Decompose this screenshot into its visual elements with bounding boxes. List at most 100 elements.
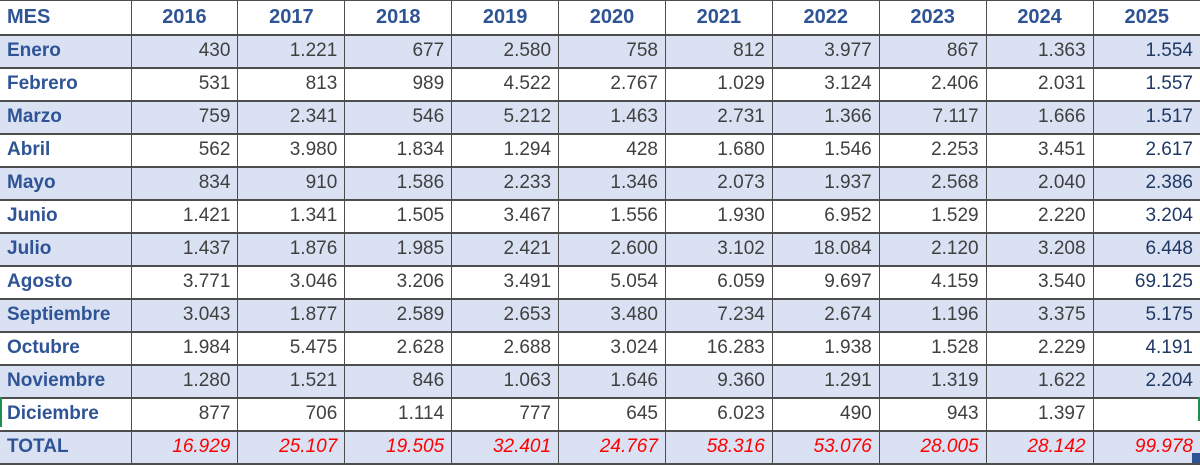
value-cell[interactable]: 812 — [664, 33, 773, 69]
value-cell[interactable]: 1.196 — [878, 297, 987, 333]
value-cell[interactable]: 1.646 — [558, 363, 666, 399]
value-cell[interactable]: 1.984 — [130, 330, 239, 366]
value-cell[interactable]: 3.043 — [130, 297, 239, 333]
value-cell[interactable]: 3.980 — [237, 132, 346, 168]
value-cell[interactable]: 5.054 — [558, 264, 666, 300]
value-cell[interactable]: 428 — [558, 132, 666, 168]
value-cell[interactable]: 3.208 — [985, 231, 1094, 267]
value-cell[interactable]: 1.554 — [1092, 33, 1200, 69]
value-cell[interactable]: 546 — [344, 99, 453, 135]
value-cell[interactable]: 1.985 — [344, 231, 453, 267]
value-cell[interactable]: 846 — [344, 363, 453, 399]
value-cell[interactable]: 6.059 — [664, 264, 773, 300]
value-cell[interactable]: 4.159 — [878, 264, 987, 300]
value-cell[interactable]: 1.346 — [558, 165, 666, 201]
value-cell[interactable]: 834 — [130, 165, 239, 201]
value-cell[interactable]: 531 — [130, 66, 239, 102]
value-cell[interactable]: 9.360 — [664, 363, 773, 399]
value-cell[interactable]: 16.283 — [664, 330, 773, 366]
year-header-cell[interactable]: 2017 — [237, 0, 346, 36]
value-cell[interactable]: 1.586 — [344, 165, 453, 201]
value-cell[interactable]: 2.233 — [451, 165, 560, 201]
total-value-cell[interactable]: 32.401 — [451, 429, 560, 465]
value-cell[interactable]: 758 — [558, 33, 666, 69]
value-cell[interactable]: 2.580 — [451, 33, 560, 69]
value-cell[interactable]: 3.540 — [985, 264, 1094, 300]
value-cell[interactable]: 3.467 — [451, 198, 560, 234]
value-cell[interactable]: 4.191 — [1092, 330, 1200, 366]
value-cell[interactable]: 2.040 — [985, 165, 1094, 201]
mes-header-cell[interactable]: MES — [0, 0, 132, 36]
value-cell[interactable]: 3.977 — [771, 33, 880, 69]
month-label-cell[interactable]: Noviembre — [0, 363, 132, 399]
table-resize-handle[interactable] — [1192, 453, 1200, 463]
month-label-cell[interactable]: Marzo — [0, 99, 132, 135]
month-label-cell[interactable]: Octubre — [0, 330, 132, 366]
value-cell[interactable]: 5.212 — [451, 99, 560, 135]
value-cell[interactable]: 1.930 — [664, 198, 773, 234]
value-cell[interactable]: 1.834 — [344, 132, 453, 168]
value-cell[interactable]: 943 — [878, 396, 987, 432]
value-cell[interactable]: 1.529 — [878, 198, 987, 234]
value-cell[interactable]: 1.556 — [558, 198, 666, 234]
total-value-cell[interactable]: 99.978 — [1092, 429, 1200, 465]
value-cell[interactable]: 813 — [237, 66, 346, 102]
value-cell[interactable]: 2.628 — [344, 330, 453, 366]
year-header-cell[interactable]: 2024 — [985, 0, 1094, 36]
value-cell[interactable]: 5.475 — [237, 330, 346, 366]
year-header-cell[interactable]: 2018 — [344, 0, 453, 36]
value-cell[interactable]: 1.505 — [344, 198, 453, 234]
value-cell[interactable]: 1.063 — [451, 363, 560, 399]
value-cell[interactable]: 877 — [130, 396, 239, 432]
month-label-cell[interactable]: Junio — [0, 198, 132, 234]
value-cell[interactable]: 3.771 — [130, 264, 239, 300]
value-cell[interactable]: 6.952 — [771, 198, 880, 234]
value-cell[interactable]: 7.117 — [878, 99, 987, 135]
year-header-cell[interactable]: 2022 — [771, 0, 880, 36]
value-cell[interactable]: 6.023 — [664, 396, 773, 432]
value-cell[interactable]: 1.528 — [878, 330, 987, 366]
value-cell[interactable]: 777 — [451, 396, 560, 432]
value-cell[interactable]: 1.366 — [771, 99, 880, 135]
value-cell[interactable]: 2.600 — [558, 231, 666, 267]
value-cell[interactable]: 2.589 — [344, 297, 453, 333]
value-cell[interactable]: 1.363 — [985, 33, 1094, 69]
value-cell[interactable]: 490 — [771, 396, 880, 432]
value-cell[interactable]: 2.220 — [985, 198, 1094, 234]
value-cell[interactable]: 1.666 — [985, 99, 1094, 135]
value-cell[interactable]: 2.568 — [878, 165, 987, 201]
value-cell[interactable] — [1092, 396, 1200, 432]
value-cell[interactable]: 2.229 — [985, 330, 1094, 366]
month-label-cell[interactable]: Agosto — [0, 264, 132, 300]
total-value-cell[interactable]: 28.142 — [985, 429, 1094, 465]
value-cell[interactable]: 1.421 — [130, 198, 239, 234]
value-cell[interactable]: 2.731 — [664, 99, 773, 135]
value-cell[interactable]: 1.876 — [237, 231, 346, 267]
value-cell[interactable]: 3.102 — [664, 231, 773, 267]
year-header-cell[interactable]: 2016 — [130, 0, 239, 36]
value-cell[interactable]: 3.480 — [558, 297, 666, 333]
value-cell[interactable]: 2.406 — [878, 66, 987, 102]
value-cell[interactable]: 1.397 — [985, 396, 1094, 432]
month-label-cell[interactable]: Diciembre — [0, 396, 132, 432]
total-label-cell[interactable]: TOTAL — [0, 429, 132, 465]
value-cell[interactable]: 4.522 — [451, 66, 560, 102]
value-cell[interactable]: 1.546 — [771, 132, 880, 168]
value-cell[interactable]: 1.437 — [130, 231, 239, 267]
value-cell[interactable]: 2.767 — [558, 66, 666, 102]
value-cell[interactable]: 2.421 — [451, 231, 560, 267]
total-value-cell[interactable]: 58.316 — [664, 429, 773, 465]
value-cell[interactable]: 1.280 — [130, 363, 239, 399]
value-cell[interactable]: 2.341 — [237, 99, 346, 135]
value-cell[interactable]: 1.294 — [451, 132, 560, 168]
value-cell[interactable]: 69.125 — [1092, 264, 1200, 300]
total-value-cell[interactable]: 28.005 — [878, 429, 987, 465]
value-cell[interactable]: 1.937 — [771, 165, 880, 201]
value-cell[interactable]: 3.491 — [451, 264, 560, 300]
value-cell[interactable]: 1.341 — [237, 198, 346, 234]
value-cell[interactable]: 2.204 — [1092, 363, 1200, 399]
value-cell[interactable]: 2.073 — [664, 165, 773, 201]
value-cell[interactable]: 759 — [130, 99, 239, 135]
value-cell[interactable]: 2.031 — [985, 66, 1094, 102]
total-value-cell[interactable]: 53.076 — [771, 429, 880, 465]
